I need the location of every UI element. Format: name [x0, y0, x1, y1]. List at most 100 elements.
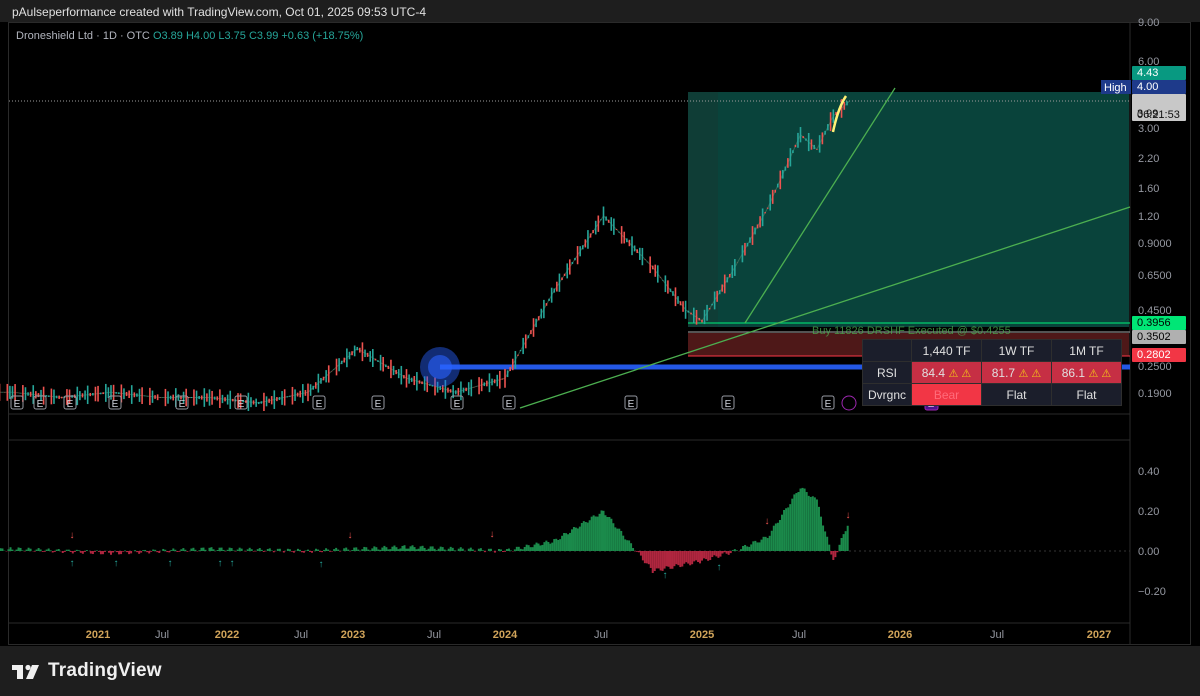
rsi-header-1w: 1W TF: [981, 339, 1052, 362]
time-axis-label: 2023: [341, 629, 365, 641]
osc-tick-label: −0.20: [1138, 586, 1166, 598]
time-axis-label: Jul: [294, 629, 308, 641]
price-tick-label: 6.00: [1138, 56, 1159, 68]
price-tick-label: 0.4500: [1138, 305, 1172, 317]
price-tick-label: 0.1900: [1138, 388, 1172, 400]
red-level-label: 0.2802: [1137, 349, 1171, 361]
entry-circle-core: [428, 355, 452, 379]
earnings-marker-box: [234, 395, 248, 410]
signal-arrow: ↑: [230, 558, 235, 569]
signal-arrow: ↓: [846, 510, 851, 521]
earnings-marker: E: [37, 399, 44, 410]
time-axis-label: 2025: [690, 629, 714, 641]
divergence-row-label: Dvrgnc: [862, 383, 912, 406]
earnings-marker: E: [725, 399, 732, 410]
earnings-marker-box: [721, 395, 735, 410]
earnings-marker: E: [316, 399, 323, 410]
price-tick-label: 1.20: [1138, 211, 1159, 223]
rsi-value-1m: 86.1 ⚠ ⚠: [1051, 361, 1122, 384]
signal-arrow: ↑: [168, 558, 173, 569]
profit-zone[interactable]: [688, 92, 1129, 327]
axes: 9.00 6.00 3.00 2.20 1.60 1.20 0.9000 0.6500 0.45…: [86, 17, 1186, 641]
last-price-label-box: [1132, 94, 1186, 121]
caption-text: pAulseperformance created with TradingVi…: [12, 5, 426, 19]
earnings-marker: E: [112, 399, 119, 410]
tradingview-logo[interactable]: TradingView: [12, 658, 162, 684]
rsi-table-corner: [862, 339, 912, 362]
earnings-marker-box: [33, 395, 47, 410]
earnings-marker: E: [628, 399, 635, 410]
earnings-marker: E: [179, 399, 186, 410]
signal-arrow: ↑: [717, 562, 722, 573]
price-tick-label: 1.60: [1138, 183, 1159, 195]
high-value-label: 4.00: [1137, 81, 1158, 93]
price-tick-label: 0.6500: [1138, 270, 1172, 282]
rsi-header-1440: 1,440 TF: [911, 339, 982, 362]
earnings-marker-box: [821, 395, 835, 410]
countdown-label: 06:21:53: [1137, 109, 1180, 121]
grey-level-label-box: [1132, 330, 1186, 344]
earnings-marker: E: [454, 399, 461, 410]
grey-level-label: 0.3502: [1137, 331, 1171, 343]
green-top-label-box: [1132, 66, 1186, 80]
time-axis-label: Jul: [155, 629, 169, 641]
earnings-marker: E: [14, 399, 21, 410]
high-value-label-box: [1132, 80, 1186, 94]
signal-arrow: ↑: [663, 570, 668, 581]
divergence-1440: Bear: [911, 383, 982, 406]
rsi-row-label: RSI: [862, 361, 912, 384]
warning-icon: ⚠ ⚠: [1018, 367, 1042, 380]
high-tag-box: [1101, 80, 1131, 94]
rsi-header-1m: 1M TF: [1051, 339, 1122, 362]
time-axis-label: 2022: [215, 629, 239, 641]
trend-line-steep[interactable]: [744, 87, 896, 324]
earnings-marker-box: [10, 395, 24, 410]
earnings-marker-box: [312, 395, 326, 410]
ohlc-values: O3.89 H4.00 L3.75 C3.99 +0.63 (+18.75%): [152, 30, 364, 42]
divergence-1m: Flat: [1051, 383, 1122, 406]
earnings-marker-box: [108, 395, 122, 410]
osc-tick-label: 0.40: [1138, 466, 1159, 478]
time-axis-label: 2027: [1087, 629, 1111, 641]
time-axis-label: Jul: [427, 629, 441, 641]
price-tick-label: 0.9000: [1138, 238, 1172, 250]
osc-tick-label: 0.00: [1138, 546, 1159, 558]
high-tag-label: High: [1104, 82, 1127, 94]
time-axis-label: Jul: [594, 629, 608, 641]
earnings-marker-box: [371, 395, 385, 410]
earnings-marker: E: [375, 399, 382, 410]
signal-arrow: ↑: [70, 558, 75, 569]
trend-lines[interactable]: [519, 87, 1131, 409]
rsi-table: 1,440 TF 1W TF 1M TF RSI 84.4 ⚠ ⚠ 81.7 ⚠…: [862, 339, 1122, 406]
warning-icon: ⚠ ⚠: [948, 367, 972, 380]
highlight-curve: [831, 95, 848, 133]
green-level-label: 0.3956: [1137, 317, 1171, 329]
warning-icon: ⚠ ⚠: [1088, 367, 1112, 380]
signal-arrow: ↓: [70, 530, 75, 541]
symbol-legend[interactable]: Droneshield Ltd · 1D · OTC O3.89 H4.00 L…: [16, 30, 363, 42]
price-tick-label: 0.2500: [1138, 361, 1172, 373]
earnings-marker-box: [63, 395, 77, 410]
earnings-marker-box: [450, 395, 464, 410]
oscillator-series: ↓ ↓ ↓ ↓ ↓ ↑ ↑ ↑ ↑ ↑ ↑ ↑ ↑: [0, 487, 1130, 581]
red-level-label-box: [1132, 348, 1186, 362]
earnings-marker: E: [825, 399, 832, 410]
rsi-value-1w: 81.7 ⚠ ⚠: [981, 361, 1052, 384]
price-tick-label: 2.20: [1138, 153, 1159, 165]
top-caption-bar: pAulseperformance created with TradingVi…: [0, 0, 1200, 22]
earnings-marker: E: [238, 399, 245, 410]
earnings-marker-box: [502, 395, 516, 410]
signal-arrow: ↑: [114, 558, 119, 569]
earnings-marker: E: [67, 399, 74, 410]
divergence-1w: Flat: [981, 383, 1052, 406]
signal-arrow: ↑: [218, 558, 223, 569]
price-series: [0, 99, 851, 412]
time-axis-label: Jul: [792, 629, 806, 641]
profit-zone-edge: [688, 92, 718, 327]
trend-line-long[interactable]: [519, 206, 1131, 409]
earnings-marker-box: [624, 395, 638, 410]
signal-arrow: ↑: [319, 559, 324, 570]
price-tick-label: 9.00: [1138, 17, 1159, 29]
symbol-name: Droneshield Ltd · 1D · OTC: [16, 30, 150, 42]
